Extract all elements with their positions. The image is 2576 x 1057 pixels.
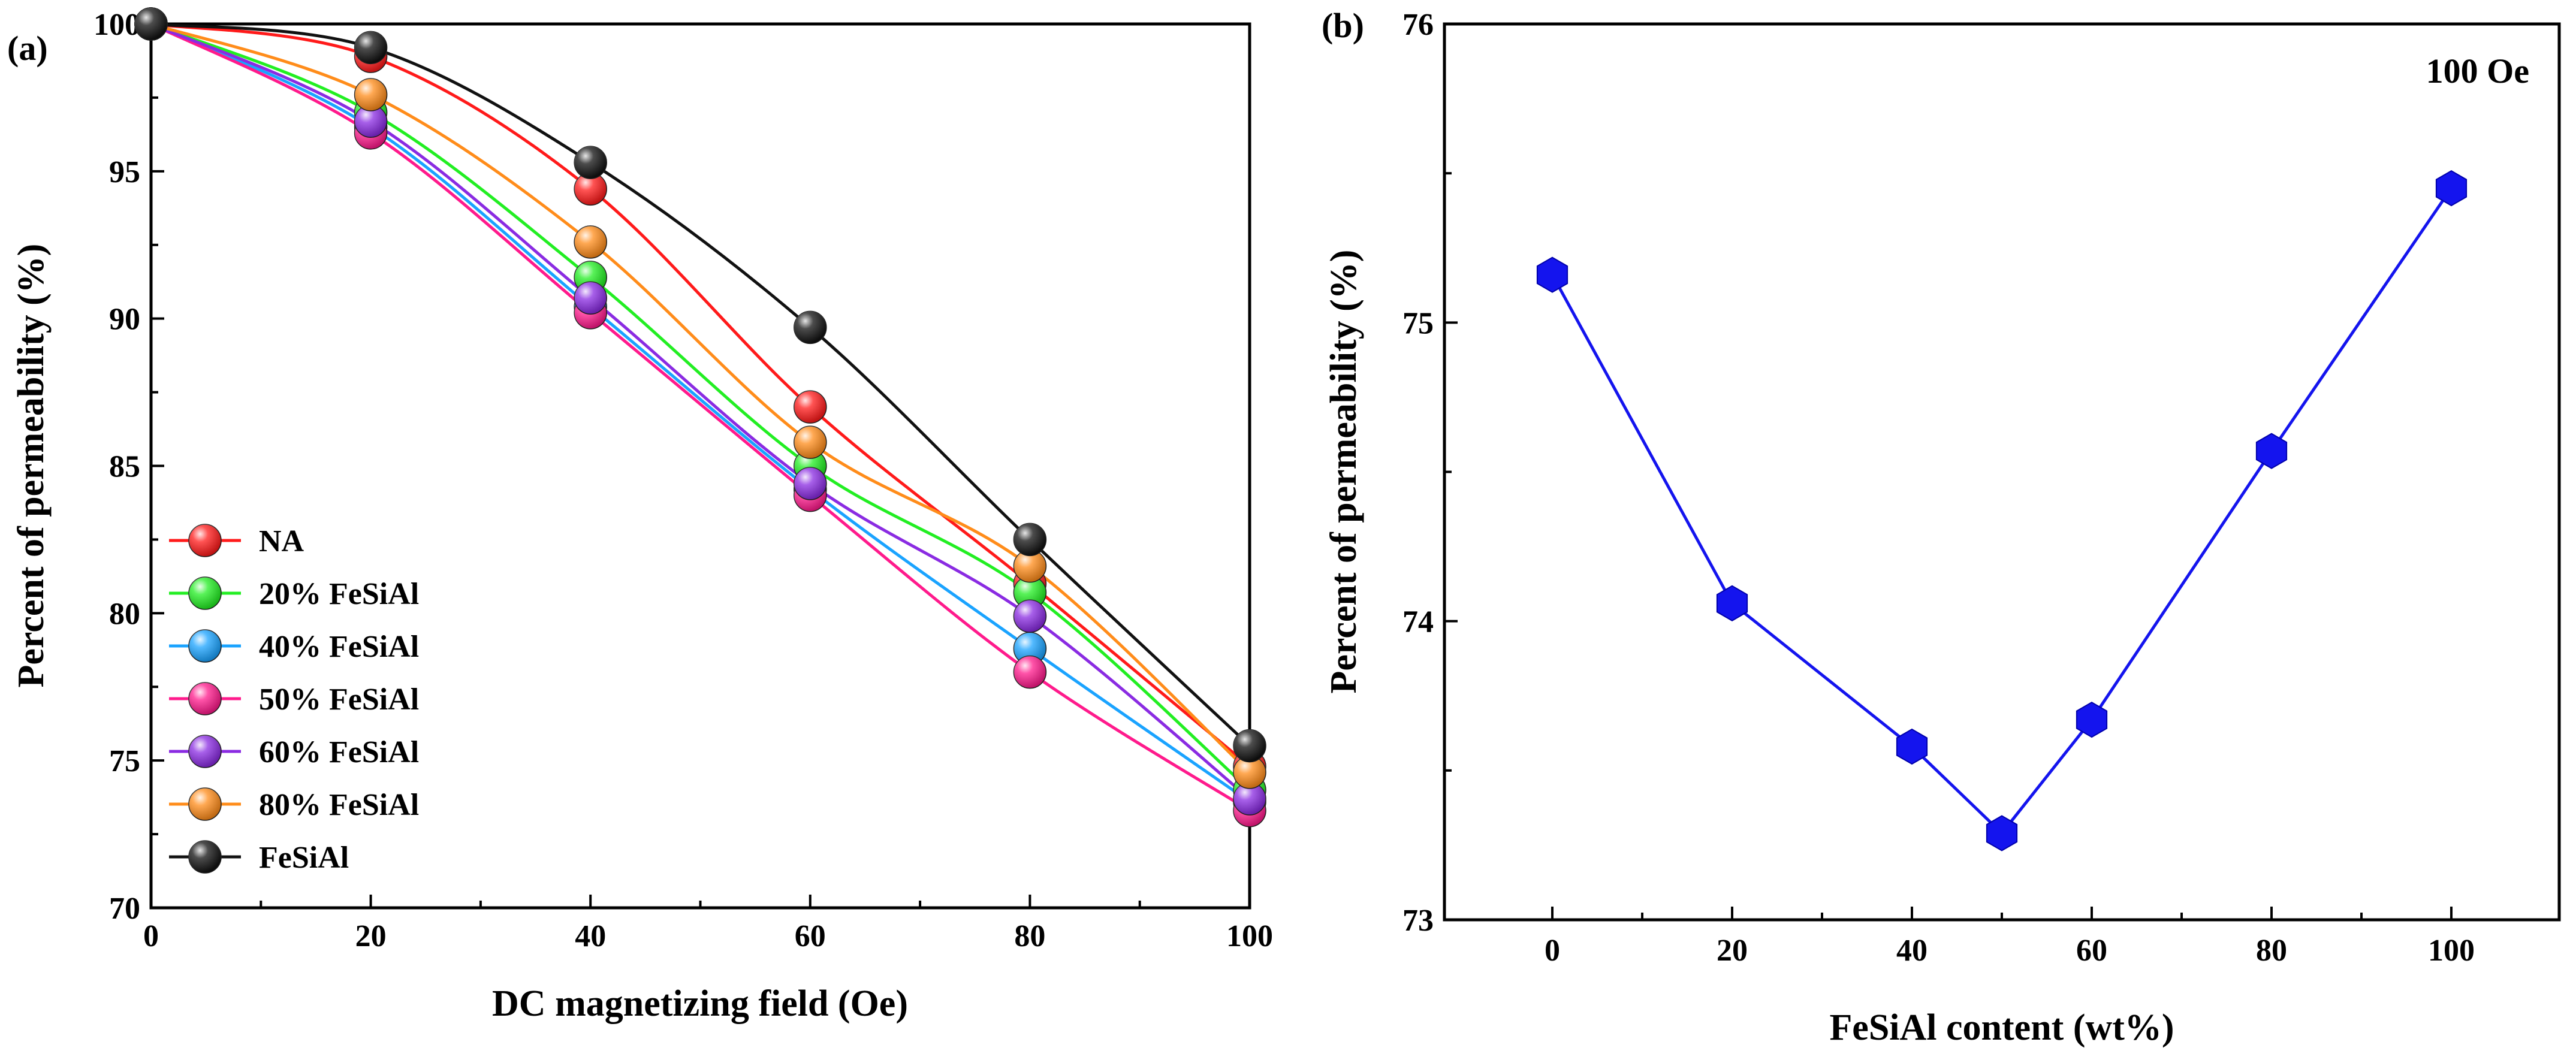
legend-label-3: 50% FeSiAl xyxy=(259,682,419,717)
data-point-b xyxy=(1986,815,2018,851)
panel-a-ticks: 0 20 40 60 80 100 70 75 80 85 90 95 100 xyxy=(93,8,1273,953)
data-point-shine-4 xyxy=(1013,600,1046,633)
x-tick-label-b: 100 xyxy=(2428,934,2475,968)
panel-a: (a) 0 20 40 60 80 100 70 75 80 85 90 95 100 NA 20% Fe… xyxy=(7,7,1273,1024)
data-point-shine-6 xyxy=(574,146,607,179)
data-point-shine-2 xyxy=(1013,632,1046,665)
data-point-shine-6 xyxy=(1233,729,1266,762)
y-axis-label-a: Percent of permeability (%) xyxy=(11,244,52,688)
data-point-b xyxy=(1896,728,1928,765)
legend-label-1: 20% FeSiAl xyxy=(259,577,419,611)
x-tick-label-b: 60 xyxy=(2076,934,2107,968)
data-point-shine-3 xyxy=(1013,656,1046,688)
legend-marker-shine-4 xyxy=(189,735,221,768)
legend: NA 20% FeSiAl 40% FeSiAl 50% FeSiAl 60% FeSi… xyxy=(169,524,419,875)
data-point-b xyxy=(2435,170,2468,207)
panel-b-frame xyxy=(1443,22,2561,922)
x-tick-label-b: 20 xyxy=(1717,934,1748,968)
panel-b: (b) 0 20 40 60 80 100 73 74 75 76 100 Oe FeSiAl c… xyxy=(1322,6,2561,1048)
x-tick-label-a: 0 xyxy=(143,919,159,953)
x-tick-label-b: 40 xyxy=(1896,934,1928,968)
panel-a-label: (a) xyxy=(7,29,48,68)
panel-b-points xyxy=(1536,170,2468,851)
y-tick-label-a: 100 xyxy=(93,8,140,42)
x-tick-label-a: 80 xyxy=(1014,919,1045,953)
y-tick-label-a: 80 xyxy=(109,597,140,631)
legend-label-6: FeSiAl xyxy=(259,841,349,875)
field-annotation: 100 Oe xyxy=(2426,52,2529,90)
legend-marker-shine-3 xyxy=(189,682,221,715)
y-tick-label-b: 73 xyxy=(1402,904,1434,938)
y-tick-label-a: 75 xyxy=(109,744,140,778)
data-point-shine-6 xyxy=(1013,523,1046,556)
legend-marker-shine-1 xyxy=(189,577,221,609)
data-point-shine-5 xyxy=(574,225,607,258)
x-tick-label-b: 0 xyxy=(1545,934,1560,968)
data-point-b xyxy=(2255,433,2288,469)
legend-label-0: NA xyxy=(259,524,304,558)
legend-marker-shine-6 xyxy=(189,841,221,873)
panel-a-frame xyxy=(149,22,1251,910)
series-line-4 xyxy=(150,22,1251,801)
legend-label-2: 40% FeSiAl xyxy=(259,630,419,664)
data-point-b xyxy=(1716,585,1748,621)
y-tick-label-b: 75 xyxy=(1402,306,1434,340)
data-point-b xyxy=(2076,701,2108,738)
data-point-shine-5 xyxy=(354,78,387,111)
legend-label-4: 60% FeSiAl xyxy=(259,735,419,769)
data-point-shine-4 xyxy=(574,282,607,315)
data-point-shine-0 xyxy=(794,391,827,424)
y-tick-label-a: 90 xyxy=(109,303,140,337)
data-point-shine-6 xyxy=(354,31,387,64)
series-line-3 xyxy=(150,22,1251,812)
panel-b-label: (b) xyxy=(1322,6,1364,45)
series-line-b xyxy=(1551,187,2453,836)
data-point-shine-6 xyxy=(794,311,827,344)
panel-b-ticks: 0 20 40 60 80 100 73 74 75 76 xyxy=(1402,8,2475,968)
data-point-shine-5 xyxy=(794,426,827,459)
y-tick-label-b: 74 xyxy=(1402,605,1434,639)
data-point-shine-4 xyxy=(794,467,827,500)
x-tick-label-a: 100 xyxy=(1226,919,1273,953)
legend-label-5: 80% FeSiAl xyxy=(259,788,419,822)
data-point-shine-6 xyxy=(135,8,167,40)
panel-a-points xyxy=(134,7,1266,828)
data-point-shine-4 xyxy=(354,105,387,138)
series-line-1 xyxy=(150,22,1251,792)
x-axis-label-a: DC magnetizing field (Oe) xyxy=(492,983,908,1024)
data-point-shine-1 xyxy=(1013,576,1046,609)
legend-marker-shine-0 xyxy=(189,524,221,557)
series-line-2 xyxy=(150,22,1251,804)
panel-b-line xyxy=(1551,187,2453,836)
y-axis-label-b: Percent of permeability (%) xyxy=(1323,250,1364,694)
y-tick-label-a: 95 xyxy=(109,155,140,189)
legend-marker-shine-2 xyxy=(189,630,221,662)
x-tick-label-a: 20 xyxy=(355,919,387,953)
data-point-shine-5 xyxy=(1233,756,1266,789)
x-axis-label-b: FeSiAl content (wt%) xyxy=(1829,1007,2174,1048)
y-tick-label-a: 70 xyxy=(109,892,140,926)
data-point-shine-0 xyxy=(574,173,607,206)
data-point-shine-5 xyxy=(1013,549,1046,582)
x-tick-label-b: 80 xyxy=(2256,934,2287,968)
data-point-shine-4 xyxy=(1233,783,1266,816)
y-tick-label-a: 85 xyxy=(109,450,140,484)
x-tick-label-a: 40 xyxy=(575,919,606,953)
legend-marker-shine-5 xyxy=(189,788,221,820)
data-point-b xyxy=(1536,256,1568,293)
x-tick-label-a: 60 xyxy=(795,919,826,953)
y-tick-label-b: 76 xyxy=(1402,8,1434,42)
